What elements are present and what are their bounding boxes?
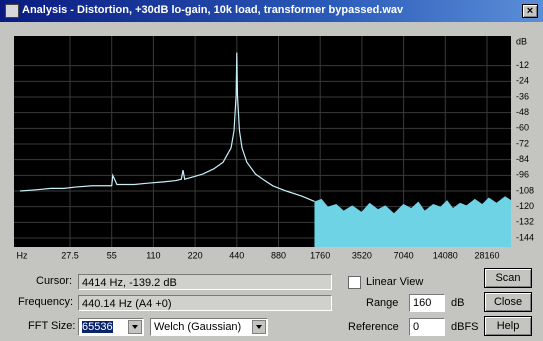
label: Range (366, 297, 398, 309)
close-button[interactable]: Close (484, 292, 532, 312)
x-tick-label: 27.5 (61, 250, 79, 260)
y-tick-label: -48 (516, 107, 529, 117)
checkbox[interactable] (348, 276, 361, 289)
app-icon (5, 4, 19, 18)
x-tick-label: 220 (188, 250, 203, 260)
x-unit: Hz (17, 250, 28, 260)
cursor-field: 4414 Hz, -139.2 dB (78, 274, 332, 290)
analysis-window: Analysis - Distortion, +30dB lo-gain, 10… (0, 0, 543, 341)
x-tick-label: 7040 (394, 250, 414, 260)
spectrum-plot: dB -12 -24 -36 -48 -60 -72 -84 -96 -108 -120 -132 -1… (0, 22, 543, 266)
x-tick-label: 1760 (310, 250, 330, 260)
y-tick-label: -120 (516, 201, 534, 211)
y-tick-label: -132 (516, 217, 534, 227)
range-field[interactable]: 160 (409, 294, 445, 312)
frequency-field: 440.14 Hz (A4 +0) (78, 295, 332, 311)
y-tick-label: -108 (516, 185, 534, 195)
window-select[interactable]: Welch (Gaussian) (150, 318, 268, 336)
help-button[interactable]: Help (484, 316, 532, 336)
dropdown-arrow (252, 320, 266, 334)
x-tick-label: 55 (107, 250, 117, 260)
x-tick-label: 880 (271, 250, 286, 260)
close-x[interactable]: × (522, 4, 538, 18)
x-tick-label: 440 (229, 250, 244, 260)
label: FFT Size: (28, 320, 75, 332)
dropdown-arrow (128, 320, 142, 334)
reference-field[interactable]: 0 (409, 318, 445, 336)
scan-button[interactable]: Scan (484, 268, 532, 288)
y-tick-label: -12 (516, 60, 529, 70)
y-unit: dB (516, 36, 527, 46)
x-tick-label: 110 (146, 250, 160, 260)
label: dBFS (451, 321, 479, 333)
title-bar: Analysis - Distortion, +30dB lo-gain, 10… (0, 0, 543, 22)
y-tick-label: -84 (516, 154, 529, 164)
label: dB (451, 297, 464, 309)
fft-value: 65536 (82, 321, 113, 333)
y-tick-label: -144 (516, 232, 534, 242)
y-tick-label: -24 (516, 76, 529, 86)
window-title: Analysis - Distortion, +30dB lo-gain, 10… (22, 4, 403, 16)
label: Frequency: (18, 296, 73, 308)
y-tick-label: -72 (516, 138, 529, 148)
label: Cursor: (36, 275, 72, 287)
x-tick-label: 28160 (474, 250, 499, 260)
x-tick-label: 3520 (352, 250, 372, 260)
y-tick-label: -36 (516, 91, 529, 101)
x-tick-label: 14080 (433, 250, 458, 260)
fft-select[interactable]: 65536 (78, 318, 144, 336)
window-value: Welch (Gaussian) (154, 321, 241, 333)
label: Reference (348, 321, 399, 333)
label: Linear View (366, 276, 423, 288)
y-tick-label: -60 (516, 123, 529, 133)
y-tick-label: -96 (516, 170, 529, 180)
